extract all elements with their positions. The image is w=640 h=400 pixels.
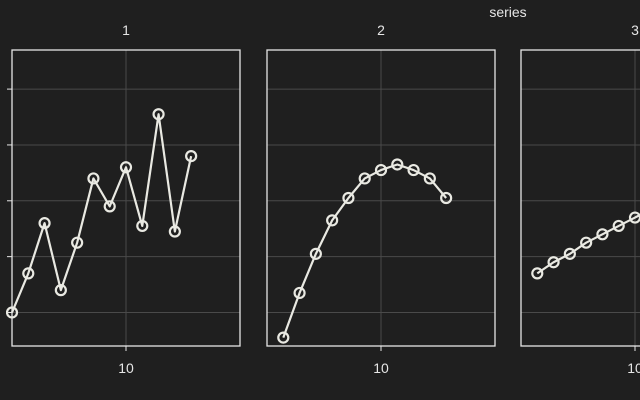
- series-line: [283, 164, 446, 337]
- panel-label: 1: [122, 22, 130, 38]
- series-group: [532, 65, 640, 279]
- series-line: [12, 114, 191, 312]
- series-group: [278, 159, 451, 342]
- facet-title: series: [489, 4, 526, 20]
- panel-label: 2: [377, 22, 385, 38]
- panel-3: 3 10: [521, 22, 640, 376]
- panel-1: 1 10: [7, 22, 240, 376]
- panel-label: 3: [631, 22, 639, 38]
- series-group: [7, 109, 196, 317]
- panel-frame: [521, 50, 640, 346]
- x-tick-label: 10: [118, 360, 134, 376]
- x-tick-label: 10: [627, 360, 640, 376]
- x-tick-label: 10: [373, 360, 389, 376]
- panel-2: 2 10: [267, 22, 495, 376]
- series-line: [537, 70, 640, 274]
